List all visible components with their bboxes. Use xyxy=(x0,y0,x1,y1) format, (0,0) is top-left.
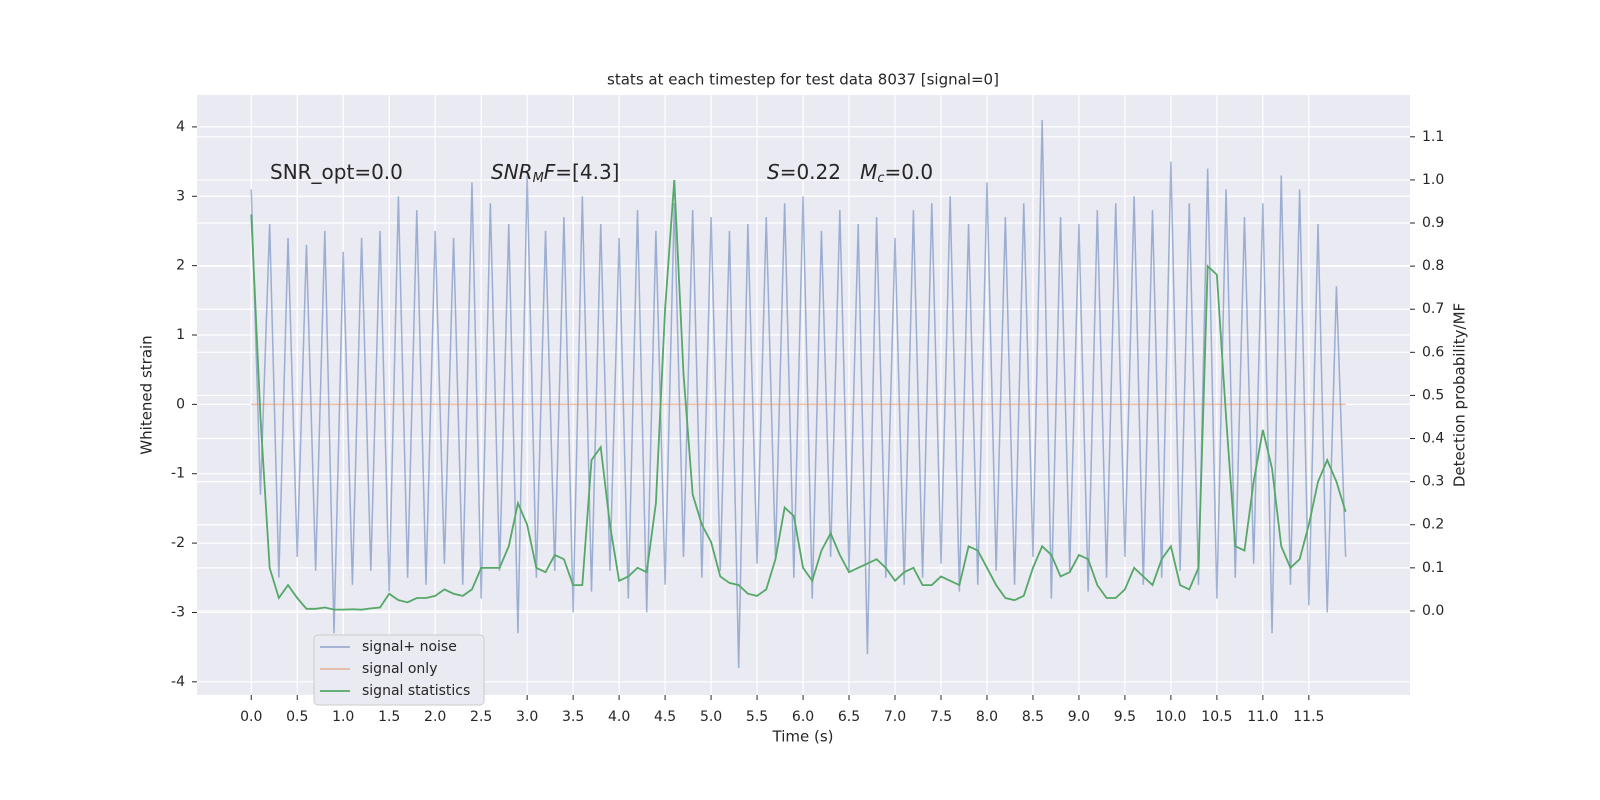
x-tick-label: 11.5 xyxy=(1293,709,1324,725)
y2-axis-label: Detection probability/MF xyxy=(1451,303,1469,487)
x-tick-label: 2.5 xyxy=(470,709,492,725)
annotation-part: =[4.3] xyxy=(555,160,619,184)
y-tick-label: 2 xyxy=(176,258,185,274)
x-tick-label: 2.0 xyxy=(424,709,446,725)
y2-tick-label: 0.9 xyxy=(1422,215,1444,231)
legend-box xyxy=(313,634,485,706)
y2-tick-label: 0.5 xyxy=(1422,387,1444,403)
x-tick-label: 5.0 xyxy=(700,709,722,725)
x-tick-label: 7.0 xyxy=(884,709,906,725)
legend-label: signal only xyxy=(362,661,437,677)
y2-tick-label: 0.2 xyxy=(1422,517,1444,533)
x-tick-label: 3.5 xyxy=(562,709,584,725)
y2-tick-label: 0.0 xyxy=(1422,603,1444,619)
series-line xyxy=(250,119,1347,668)
y2-tick-label: 0.7 xyxy=(1422,301,1444,317)
x-tick-label: 8.0 xyxy=(976,709,998,725)
x-tick-label: 11.0 xyxy=(1247,709,1278,725)
x-tick-label: 10.0 xyxy=(1155,709,1186,725)
x-tick-label: 4.5 xyxy=(654,709,676,725)
y2-tick-label: 0.1 xyxy=(1422,560,1444,576)
legend-label: signal+ noise xyxy=(362,639,457,655)
x-tick-label: 10.5 xyxy=(1201,709,1232,725)
annotation: S=0.22 Mc=0.0 xyxy=(767,160,933,186)
x-tick-label: 1.0 xyxy=(332,709,354,725)
x-tick-label: 6.5 xyxy=(838,709,860,725)
y2-tick-label: 0.3 xyxy=(1422,474,1444,490)
x-tick-label: 1.5 xyxy=(378,709,400,725)
annotation: SNR_opt=0.0 xyxy=(270,160,403,184)
annotation: SNRMF=[4.3] xyxy=(491,160,619,186)
x-tick-label: 9.5 xyxy=(1114,709,1136,725)
annotation-part: F xyxy=(544,160,556,184)
y-tick-label: 1 xyxy=(176,327,185,343)
y-tick-label: -4 xyxy=(171,674,185,690)
x-tick-label: 8.5 xyxy=(1022,709,1044,725)
y-tick-label: 3 xyxy=(176,188,185,204)
annotation-part: S xyxy=(767,160,780,184)
annotation-part: SNR_opt=0.0 xyxy=(270,160,403,184)
y-tick-label: -2 xyxy=(171,535,185,551)
annotation-part: M xyxy=(860,160,877,184)
y2-tick-label: 1.0 xyxy=(1422,172,1444,188)
annotation-part: =0.22 xyxy=(780,160,860,184)
x-tick-label: 4.0 xyxy=(608,709,630,725)
x-axis-label: Time (s) xyxy=(772,728,834,746)
legend: signal+ noise signal only signal statistic… xyxy=(313,634,485,706)
y-axis-label: Whitened strain xyxy=(138,335,156,454)
y2-tick-label: 0.6 xyxy=(1422,344,1444,360)
y-tick-label: 0 xyxy=(176,396,185,412)
x-tick-label: 0.0 xyxy=(240,709,262,725)
x-tick-label: 7.5 xyxy=(930,709,952,725)
x-tick-label: 5.5 xyxy=(746,709,768,725)
y2-tick-label: 0.4 xyxy=(1422,431,1444,447)
legend-label: signal statistics xyxy=(362,683,470,699)
y-tick-label: 4 xyxy=(176,119,185,135)
annotation-part: SNR xyxy=(491,160,533,184)
annotation-part: c xyxy=(877,171,884,186)
annotation-part: =0.0 xyxy=(885,160,934,184)
x-tick-label: 0.5 xyxy=(286,709,308,725)
y2-tick-label: 0.8 xyxy=(1422,258,1444,274)
chart-title: stats at each timestep for test data 803… xyxy=(607,71,999,89)
x-tick-label: 6.0 xyxy=(792,709,814,725)
x-tick-label: 9.0 xyxy=(1068,709,1090,725)
y2-tick-label: 1.1 xyxy=(1422,129,1444,145)
y-tick-label: -1 xyxy=(171,466,185,482)
series-line xyxy=(250,179,1347,611)
annotation-part: M xyxy=(533,171,544,186)
y-tick-label: -3 xyxy=(171,604,185,620)
x-tick-label: 3.0 xyxy=(516,709,538,725)
